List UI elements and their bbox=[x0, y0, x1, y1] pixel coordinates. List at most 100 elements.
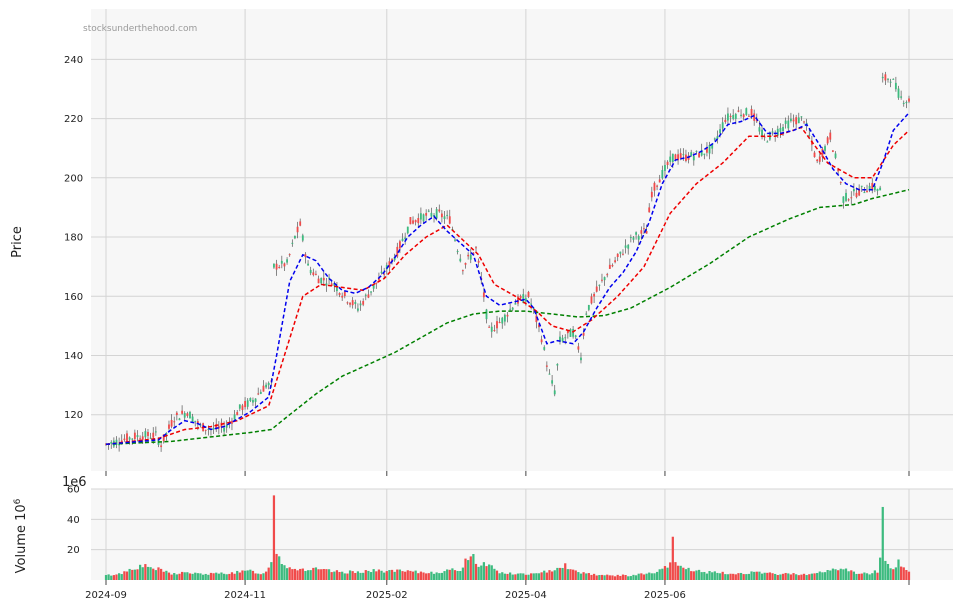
volume-bar bbox=[115, 574, 118, 580]
candle-body bbox=[761, 129, 763, 136]
candle-body bbox=[884, 74, 887, 81]
volume-bar bbox=[467, 560, 470, 580]
candle-body bbox=[782, 127, 784, 131]
candle-body bbox=[265, 384, 267, 388]
candle-body bbox=[522, 294, 525, 303]
candle-body bbox=[246, 400, 249, 407]
candle-body bbox=[273, 263, 275, 268]
candle-body bbox=[231, 420, 233, 424]
candle-body bbox=[238, 404, 241, 409]
candle-body bbox=[614, 260, 617, 263]
volume-bar bbox=[711, 572, 714, 580]
volume-bar bbox=[264, 571, 268, 580]
candle-body bbox=[511, 307, 514, 310]
volume-axis-label-text: Volume 10 bbox=[14, 504, 29, 573]
volume-bar bbox=[128, 568, 131, 580]
candle-body bbox=[144, 431, 147, 438]
candle-body bbox=[643, 228, 645, 230]
volume-bar bbox=[789, 574, 793, 580]
volume-bar bbox=[569, 569, 572, 580]
volume-bar bbox=[162, 571, 165, 580]
volume-tick-label: 60 bbox=[67, 485, 80, 496]
volume-bar bbox=[537, 573, 541, 580]
volume-bar bbox=[708, 571, 711, 580]
volume-bar bbox=[299, 568, 302, 580]
candle-body bbox=[530, 303, 533, 305]
candle-body bbox=[632, 237, 635, 240]
volume-bar bbox=[527, 574, 530, 580]
volume-bar bbox=[383, 572, 386, 580]
volume-tick-label: 40 bbox=[67, 515, 80, 526]
candle-body bbox=[244, 401, 247, 408]
candle-body bbox=[553, 390, 556, 395]
volume-bar bbox=[760, 573, 764, 580]
volume-bar bbox=[661, 568, 664, 580]
volume-bar bbox=[797, 575, 800, 580]
candle-body bbox=[700, 149, 703, 156]
volume-bar bbox=[653, 573, 656, 580]
candle-body bbox=[259, 391, 262, 394]
candle-body bbox=[312, 272, 315, 276]
volume-bar bbox=[469, 556, 472, 580]
candle-body bbox=[456, 251, 459, 253]
candle-body bbox=[677, 154, 679, 161]
volume-bar bbox=[776, 575, 779, 580]
volume-bar bbox=[826, 570, 829, 580]
candle-body bbox=[252, 400, 254, 403]
volume-bar bbox=[587, 573, 590, 580]
candle-body bbox=[729, 115, 732, 118]
candle-body bbox=[808, 134, 811, 136]
candle-body bbox=[837, 169, 840, 172]
candle-body bbox=[118, 443, 121, 446]
candle-body bbox=[173, 421, 176, 423]
candle-body bbox=[664, 164, 666, 171]
volume-bar bbox=[251, 570, 255, 580]
candle-body bbox=[354, 302, 357, 304]
candle-body bbox=[186, 413, 189, 416]
candle-body bbox=[485, 309, 488, 320]
candle-body bbox=[734, 114, 737, 119]
volume-bar bbox=[808, 574, 811, 580]
candle-body bbox=[727, 113, 729, 121]
candle-body bbox=[419, 213, 422, 220]
volume-bar bbox=[262, 573, 265, 580]
candle-body bbox=[658, 179, 661, 183]
candle-body bbox=[847, 199, 850, 201]
candle-body bbox=[650, 191, 653, 198]
candle-body bbox=[585, 313, 588, 315]
candle-body bbox=[448, 216, 451, 224]
candle-body bbox=[879, 187, 882, 191]
candle-body bbox=[317, 278, 320, 284]
candle-body bbox=[818, 156, 821, 162]
volume-bar bbox=[847, 571, 850, 580]
candle-body bbox=[661, 170, 664, 179]
candle-body bbox=[147, 431, 149, 437]
volume-bar bbox=[619, 575, 622, 580]
volume-bar bbox=[592, 573, 596, 580]
candle-body bbox=[569, 329, 572, 337]
volume-bar bbox=[687, 567, 690, 580]
candle-body bbox=[868, 185, 871, 191]
candle-body bbox=[241, 405, 244, 411]
candle-body bbox=[616, 253, 619, 258]
candle-body bbox=[503, 314, 506, 322]
volume-bar bbox=[173, 573, 176, 580]
candle-body bbox=[110, 442, 113, 444]
volume-bar bbox=[611, 575, 614, 580]
candle-body bbox=[309, 269, 312, 274]
volume-bar bbox=[283, 565, 286, 580]
candle-body bbox=[758, 127, 761, 132]
volume-bar bbox=[816, 572, 819, 580]
candle-body bbox=[556, 363, 559, 366]
volume-bar bbox=[152, 568, 155, 580]
volume-bar bbox=[477, 566, 480, 580]
candle-body bbox=[871, 182, 874, 191]
volume-bar bbox=[768, 572, 772, 580]
volume-bar bbox=[556, 567, 559, 580]
volume-bar bbox=[902, 567, 905, 580]
volume-bar bbox=[697, 569, 701, 580]
candle-body bbox=[383, 273, 386, 275]
volume-bar bbox=[616, 574, 619, 580]
candle-body bbox=[524, 298, 527, 302]
candle-body bbox=[706, 147, 708, 153]
